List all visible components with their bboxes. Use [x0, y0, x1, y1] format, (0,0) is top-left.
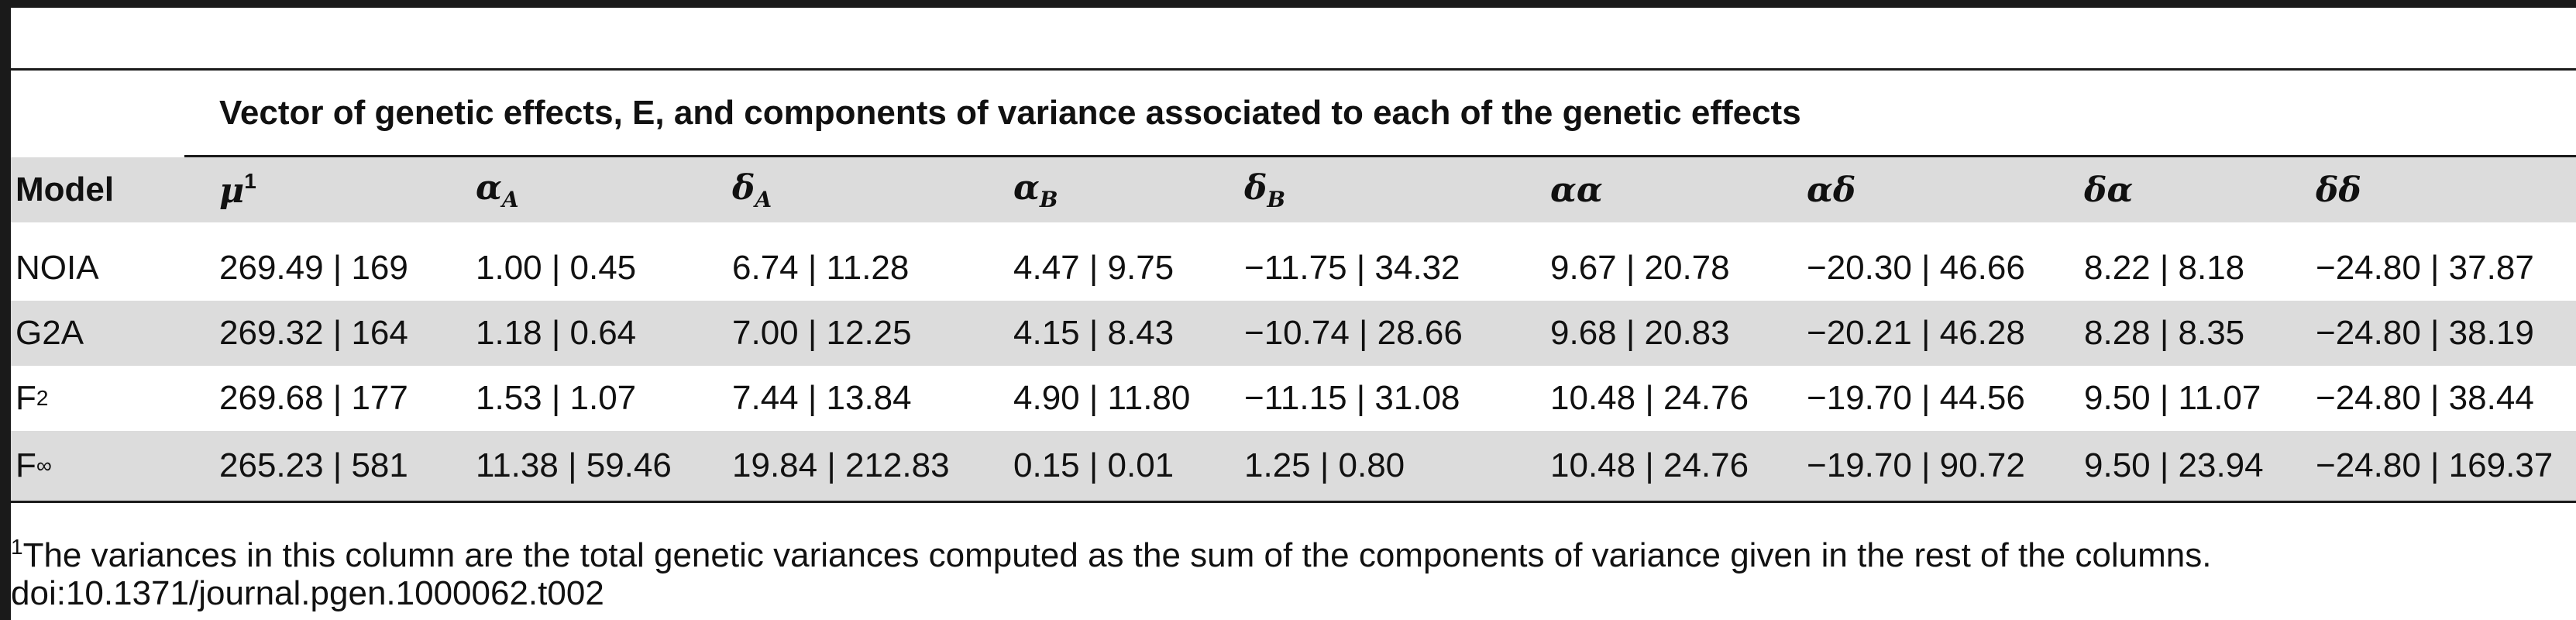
table-cell: −11.15 | 31.08: [1244, 379, 1460, 417]
header-alpha-delta: αδ: [1807, 170, 1856, 210]
table-cell: 269.68 | 177: [219, 379, 408, 417]
table-cell: −20.21 | 46.28: [1807, 314, 2025, 352]
table-cell: 9.50 | 23.94: [2084, 446, 2264, 484]
table-row: NOIA 269.49 | 169 1.00 | 0.45 6.74 | 11.…: [11, 236, 2576, 301]
row-model-label: G2A: [15, 314, 84, 352]
table-cell: 4.90 | 11.80: [1013, 379, 1191, 417]
header-delta-a: δA: [732, 167, 772, 212]
table-cell: −19.70 | 44.56: [1807, 379, 2025, 417]
table-cell: 7.00 | 12.25: [732, 314, 912, 352]
table-bottom-rule: [11, 501, 2576, 503]
left-border-bar: [0, 0, 11, 620]
table-cell: 11.38 | 59.46: [476, 446, 672, 484]
table-cell: 8.22 | 8.18: [2084, 249, 2245, 287]
top-border-rule: [11, 0, 2576, 8]
table-row: F ∞ 265.23 | 581 11.38 | 59.46 19.84 | 21…: [11, 431, 2576, 501]
table-cell: 6.74 | 11.28: [732, 249, 910, 287]
footnote-marker: 1: [11, 535, 23, 559]
table-cell: −24.80 | 38.44: [2316, 379, 2534, 417]
caption-spanner-rule: [184, 155, 2576, 157]
table-row: G2A 269.32 | 164 1.18 | 0.64 7.00 | 12.2…: [11, 301, 2576, 366]
row-model-label: NOIA: [15, 249, 99, 287]
table-cell: 8.28 | 8.35: [2084, 314, 2245, 352]
table-cell: −24.80 | 37.87: [2316, 249, 2534, 287]
table-cell: 269.49 | 169: [219, 249, 408, 287]
table-cell: 7.44 | 13.84: [732, 379, 912, 417]
table-cell: 10.48 | 24.76: [1550, 379, 1749, 417]
table-cell: 9.67 | 20.78: [1550, 249, 1730, 287]
table-cell: −10.74 | 28.66: [1244, 314, 1463, 352]
header-alpha-alpha: αα: [1550, 170, 1603, 210]
table-cell: 4.47 | 9.75: [1013, 249, 1175, 287]
table-cell: −11.75 | 34.32: [1244, 249, 1460, 287]
doi-text: doi:10.1371/journal.pgen.1000062.t002: [11, 574, 604, 612]
header-delta-alpha: δα: [2084, 170, 2134, 210]
header-alpha-b: αB: [1013, 167, 1058, 212]
table-cell: 4.15 | 8.43: [1013, 314, 1175, 352]
header-alpha-a: αA: [476, 167, 519, 212]
table-footnote: 1The variances in this column are the to…: [11, 527, 2211, 576]
table-caption: Vector of genetic effects, E, and compon…: [219, 94, 1801, 132]
table-cell: 19.84 | 212.83: [732, 446, 950, 484]
table-top-rule: [11, 68, 2576, 71]
table-cell: 1.25 | 0.80: [1244, 446, 1405, 484]
table-cell: 265.23 | 581: [219, 446, 408, 484]
table-cell: −19.70 | 90.72: [1807, 446, 2025, 484]
table-cell: 1.00 | 0.45: [476, 249, 637, 287]
row-model-label: F ∞: [15, 446, 52, 484]
header-mu: μ1: [219, 169, 256, 211]
header-delta-delta: δδ: [2316, 170, 2361, 210]
table-cell: 1.18 | 0.64: [476, 314, 637, 352]
header-delta-b: δB: [1244, 167, 1286, 212]
table-cell: 1.53 | 1.07: [476, 379, 637, 417]
table-cell: 9.68 | 20.83: [1550, 314, 1730, 352]
table-cell: 269.32 | 164: [219, 314, 408, 352]
table-header-row: Model μ1 αA δA αB δB αα αδ δα δδ: [11, 157, 2576, 222]
table-cell: 0.15 | 0.01: [1013, 446, 1175, 484]
table-cell: 9.50 | 11.07: [2084, 379, 2261, 417]
table-cell: 10.48 | 24.76: [1550, 446, 1749, 484]
table-cell: −24.80 | 169.37: [2316, 446, 2554, 484]
table-cell: −24.80 | 38.19: [2316, 314, 2534, 352]
footnote-text: The variances in this column are the tot…: [22, 536, 2212, 574]
header-model: Model: [15, 170, 115, 208]
table-cell: −20.30 | 46.66: [1807, 249, 2025, 287]
